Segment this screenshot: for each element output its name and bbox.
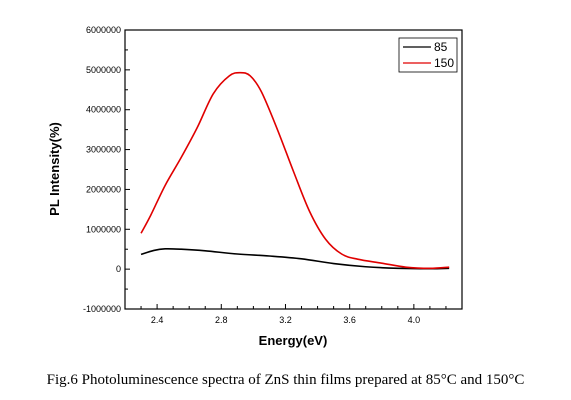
y-tick-label: -1000000 bbox=[83, 304, 121, 314]
figure-caption: Fig.6 Photoluminescence spectra of ZnS t… bbox=[46, 372, 525, 388]
legend-box bbox=[398, 37, 458, 73]
legend-label-150: 150 bbox=[434, 56, 454, 70]
y-tick-label: 5000000 bbox=[86, 65, 121, 75]
x-axis-title: Energy(eV) bbox=[259, 333, 328, 348]
chart: -1000000 0 1000000 2000000 3000000 4000000 500… bbox=[47, 25, 463, 348]
x-tick-label: 3.6 bbox=[343, 315, 356, 325]
x-tick-label: 2.4 bbox=[151, 315, 164, 325]
x-tick-label: 4.0 bbox=[408, 315, 421, 325]
y-tick-label: 1000000 bbox=[86, 224, 121, 234]
x-tick-label: 2.8 bbox=[215, 315, 228, 325]
axis-layer: -1000000 0 1000000 2000000 3000000 4000000 500… bbox=[83, 25, 463, 325]
legend: 85 150 bbox=[398, 37, 458, 73]
series-line-150 bbox=[140, 71, 450, 270]
y-tick-label: 0 bbox=[116, 264, 121, 274]
series-line-85 bbox=[140, 247, 450, 270]
y-tick-label: 2000000 bbox=[86, 184, 121, 194]
plot-layer bbox=[140, 71, 450, 270]
y-tick-label: 6000000 bbox=[86, 25, 121, 35]
y-tick-label: 4000000 bbox=[86, 105, 121, 115]
x-tick-label: 3.2 bbox=[279, 315, 292, 325]
legend-label-85: 85 bbox=[434, 40, 448, 54]
y-axis-title: PL Intensity(%) bbox=[47, 122, 62, 216]
y-tick-label: 3000000 bbox=[86, 145, 121, 155]
